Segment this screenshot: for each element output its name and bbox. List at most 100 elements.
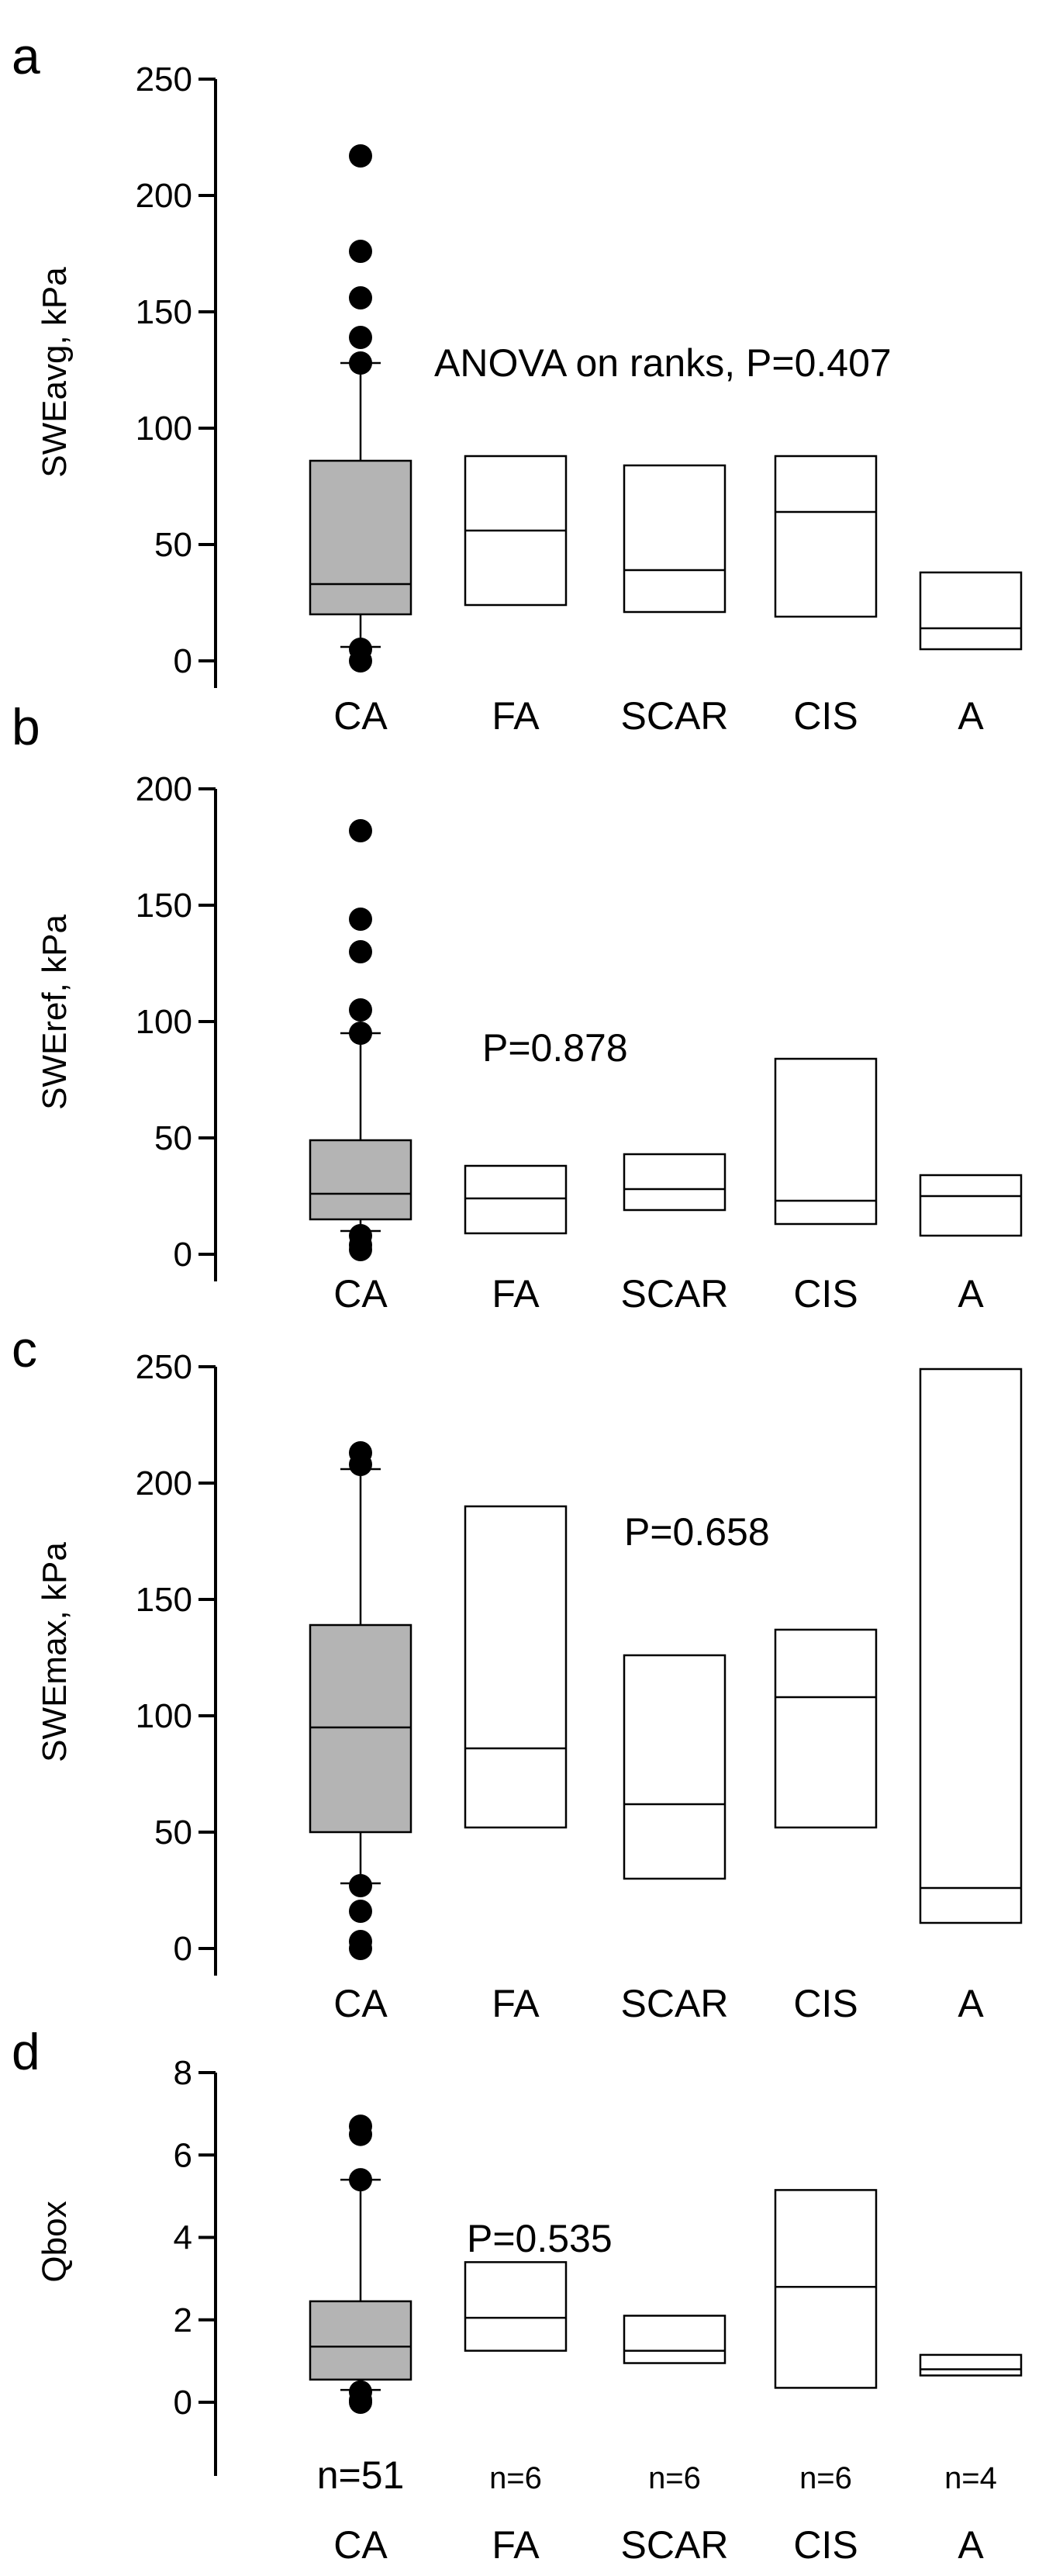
iqr-box	[919, 571, 1023, 651]
outlier-point	[349, 144, 372, 168]
box-ca	[309, 819, 412, 1261]
outlier-point	[349, 351, 372, 375]
box-a	[919, 571, 1023, 651]
y-tick-label: 150	[136, 887, 192, 925]
panel-a: a 0 50 100 150 200 250 SWEavg, kPa ANOVA on rank…	[12, 27, 1023, 738]
iqr-box	[464, 1164, 568, 1235]
sample-count-label: n=6	[799, 2461, 852, 2495]
category-label: CIS	[793, 694, 858, 738]
outlier-point	[349, 1937, 372, 1960]
category-label: CA	[333, 2523, 388, 2567]
box-scar	[623, 464, 726, 614]
y-tick-label: 100	[136, 1697, 192, 1735]
outlier-point	[349, 998, 372, 1022]
outlier-point	[349, 326, 372, 349]
box-fa	[464, 455, 568, 607]
box-cis	[774, 2189, 878, 2389]
category-label: FA	[492, 2523, 540, 2567]
stat-annotation: P=0.658	[624, 1510, 770, 1554]
y-axis-label: Qbox	[36, 2201, 74, 2282]
category-label: CA	[333, 694, 388, 738]
category-label: SCAR	[621, 1982, 729, 2025]
iqr-box	[774, 1628, 878, 1829]
outlier-point	[349, 1874, 372, 1897]
y-tick-label: 0	[174, 642, 192, 680]
box-fa	[464, 1164, 568, 1235]
iqr-box	[623, 2315, 726, 2364]
box-a	[919, 1174, 1023, 1237]
outlier-point	[349, 649, 372, 673]
y-tick-label: 200	[136, 770, 192, 808]
panel-b: b 0 50 100 150 200 SWEref, kPa P=0.878 CA FA SCAR C…	[12, 698, 1023, 1316]
category-label: CA	[333, 1982, 388, 2025]
outlier-point	[349, 286, 372, 309]
panel-letter: b	[12, 698, 40, 756]
sample-count-label: n=4	[944, 2461, 997, 2495]
y-tick-label: 200	[136, 177, 192, 215]
y-tick-label: 50	[154, 526, 192, 564]
y-tick-label: 50	[154, 1814, 192, 1852]
stat-annotation: P=0.878	[482, 1026, 628, 1070]
y-tick-label: 4	[174, 2219, 192, 2257]
iqr-box	[464, 1505, 568, 1829]
iqr-box	[774, 455, 878, 618]
y-axis-label: SWEavg, kPa	[36, 267, 74, 478]
sample-count-label: n=6	[648, 2461, 701, 2495]
box-ca	[309, 1441, 412, 1960]
iqr-box	[309, 1139, 412, 1221]
outlier-point	[349, 1022, 372, 1045]
panel-c: c 0 50 100 150 200 250 SWEmax, kPa P=0.658 CA FA SC…	[12, 1320, 1023, 2025]
box-a	[919, 1368, 1023, 1924]
box-cis	[774, 1628, 878, 1829]
iqr-box	[309, 2300, 412, 2381]
outlier-point	[349, 2168, 372, 2192]
category-label: FA	[492, 1982, 540, 2025]
y-tick-label: 0	[174, 2384, 192, 2422]
box-cis	[774, 455, 878, 618]
category-label: SCAR	[621, 1272, 729, 1316]
category-label: FA	[492, 1272, 540, 1316]
y-tick-label: 0	[174, 1236, 192, 1274]
box-ca	[309, 2114, 412, 2414]
iqr-box	[309, 1623, 412, 1834]
iqr-box	[309, 459, 412, 616]
outlier-point	[349, 1900, 372, 1923]
box-fa	[464, 2261, 568, 2352]
y-tick-label: 250	[136, 61, 192, 99]
panel-letter: a	[12, 27, 40, 85]
category-label: SCAR	[621, 2523, 729, 2567]
y-tick-label: 50	[154, 1119, 192, 1157]
iqr-box	[774, 1057, 878, 1226]
sample-count-label: n=6	[489, 2461, 542, 2495]
outlier-point	[349, 2391, 372, 2414]
y-tick-label: 2	[174, 2301, 192, 2339]
y-tick-label: 100	[136, 1003, 192, 1041]
category-label: CIS	[793, 1272, 858, 1316]
category-label: CIS	[793, 1982, 858, 2025]
box-scar	[623, 2315, 726, 2364]
panel-letter: d	[12, 2023, 40, 2080]
category-label: A	[958, 1982, 984, 2025]
panel-d: d 0 2 4 6 8 Qbox P=0.535 CA FA SCAR CIS An=51 n=6 n=6 n…	[12, 2023, 1023, 2567]
outlier-point	[349, 940, 372, 963]
y-tick-label: 100	[136, 410, 192, 448]
outlier-point	[349, 2122, 372, 2146]
iqr-box	[623, 464, 726, 614]
iqr-box	[464, 2261, 568, 2352]
y-tick-label: 200	[136, 1464, 192, 1502]
stat-annotation: ANOVA on ranks, P=0.407	[434, 341, 892, 385]
iqr-box	[919, 2353, 1023, 2377]
panel-letter: c	[12, 1320, 37, 1378]
outlier-point	[349, 1238, 372, 1261]
box-cis	[774, 1057, 878, 1226]
category-label: CA	[333, 1272, 388, 1316]
outlier-point	[349, 908, 372, 931]
y-tick-label: 8	[174, 2054, 192, 2092]
y-axis-label: SWEmax, kPa	[36, 1542, 74, 1762]
iqr-box	[919, 1368, 1023, 1924]
iqr-box	[774, 2189, 878, 2389]
outlier-point	[349, 1453, 372, 1476]
box-scar	[623, 1654, 726, 1880]
box-ca	[309, 144, 412, 673]
